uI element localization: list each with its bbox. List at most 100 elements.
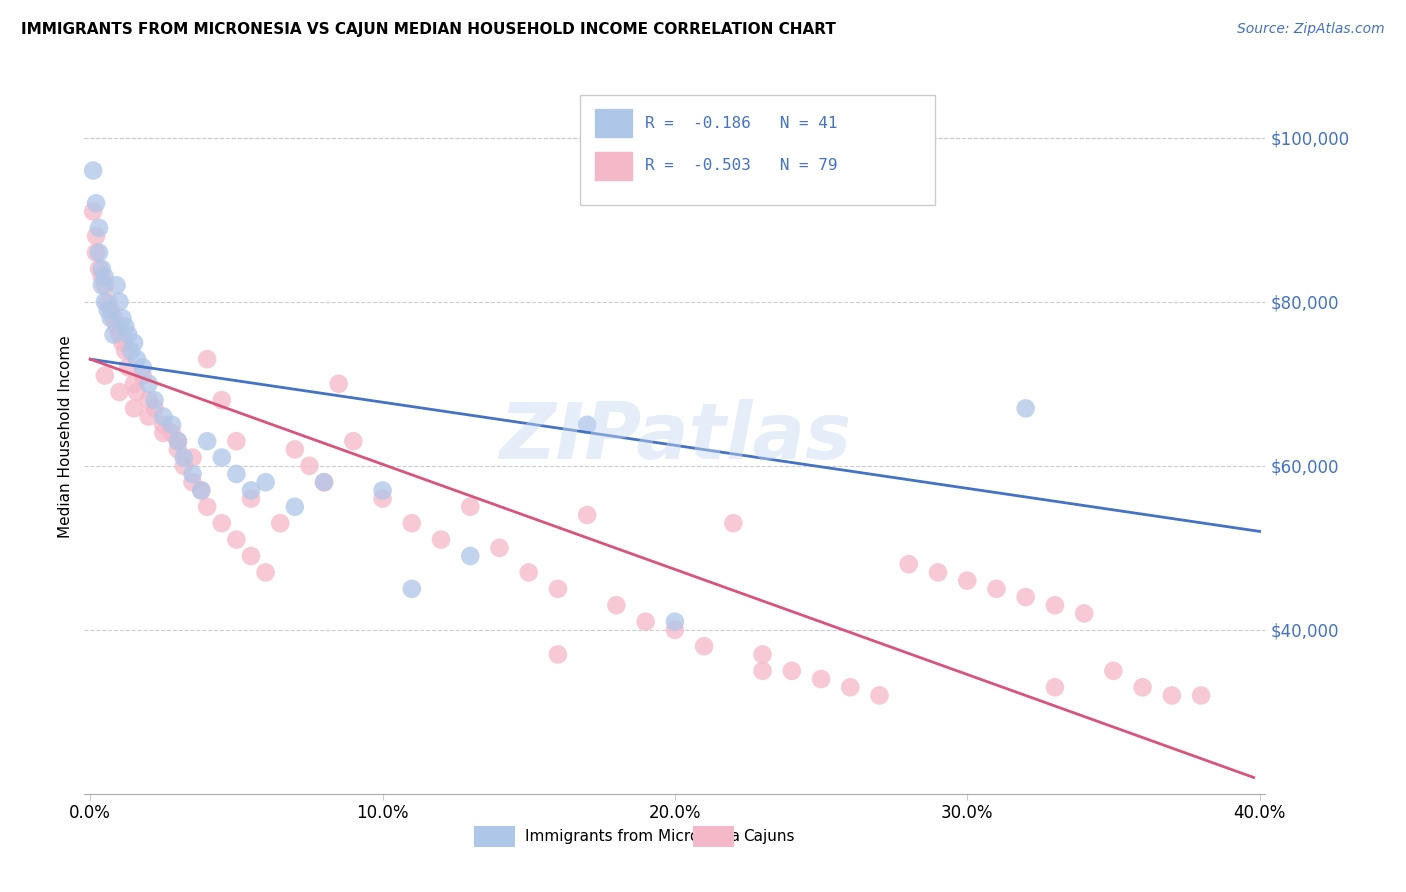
Point — [1102, 664, 1125, 678]
Point — [100, 311, 122, 326]
Text: R =  -0.186   N = 41: R = -0.186 N = 41 — [645, 116, 838, 130]
Point — [105, 278, 128, 293]
Point — [254, 475, 277, 490]
Text: Immigrants from Micronesia: Immigrants from Micronesia — [524, 830, 740, 844]
Text: IMMIGRANTS FROM MICRONESIA VS CAJUN MEDIAN HOUSEHOLD INCOME CORRELATION CHART: IMMIGRANTS FROM MICRONESIA VS CAJUN MEDI… — [21, 22, 837, 37]
Text: ZIPatlas: ZIPatlas — [499, 399, 851, 475]
Point — [1015, 590, 1038, 604]
Point — [87, 245, 110, 260]
Point — [117, 360, 139, 375]
Point — [100, 302, 122, 317]
Point — [225, 434, 247, 449]
Point — [82, 163, 104, 178]
Point — [143, 401, 166, 416]
Point — [269, 516, 291, 531]
Point — [195, 500, 218, 514]
Point — [103, 311, 125, 326]
Point — [869, 689, 891, 703]
Point — [167, 442, 190, 457]
Point — [143, 393, 166, 408]
Point — [254, 566, 277, 580]
Text: Source: ZipAtlas.com: Source: ZipAtlas.com — [1237, 22, 1385, 37]
Point — [225, 533, 247, 547]
Point — [723, 516, 745, 531]
Bar — [595, 152, 633, 180]
Point — [108, 294, 131, 309]
Point — [90, 278, 112, 293]
Point — [240, 549, 263, 563]
Bar — [595, 109, 633, 137]
Text: Cajuns: Cajuns — [744, 830, 794, 844]
Point — [122, 376, 145, 391]
Point — [211, 450, 233, 465]
Point — [114, 343, 136, 358]
Point — [90, 261, 112, 276]
Point — [839, 680, 862, 694]
Point — [986, 582, 1008, 596]
Point — [897, 558, 920, 572]
Point — [87, 261, 110, 276]
Point — [195, 434, 218, 449]
Point — [488, 541, 510, 555]
Point — [751, 648, 773, 662]
Point — [328, 376, 350, 391]
Point — [84, 245, 107, 260]
Point — [152, 409, 174, 424]
Point — [195, 352, 218, 367]
Point — [664, 623, 686, 637]
Point — [956, 574, 979, 588]
Point — [114, 319, 136, 334]
Point — [84, 196, 107, 211]
Point — [108, 327, 131, 342]
Point — [1132, 680, 1154, 694]
Point — [122, 335, 145, 350]
Point — [120, 343, 142, 358]
Point — [401, 582, 423, 596]
Point — [664, 615, 686, 629]
Point — [84, 229, 107, 244]
Point — [1043, 680, 1066, 694]
Point — [517, 566, 540, 580]
Point — [94, 368, 117, 383]
Point — [284, 500, 307, 514]
Point — [97, 294, 120, 309]
Point — [1189, 689, 1212, 703]
Point — [190, 483, 212, 498]
Point — [458, 500, 481, 514]
Y-axis label: Median Household Income: Median Household Income — [58, 335, 73, 539]
Point — [82, 204, 104, 219]
Point — [117, 327, 139, 342]
Point — [225, 467, 247, 481]
Point — [105, 319, 128, 334]
Bar — [693, 826, 734, 847]
Point — [138, 409, 160, 424]
Point — [87, 221, 110, 235]
Point — [94, 294, 117, 309]
Point — [312, 475, 335, 490]
Point — [547, 648, 569, 662]
Point — [1015, 401, 1038, 416]
Point — [751, 664, 773, 678]
Point — [103, 327, 125, 342]
Point — [108, 384, 131, 399]
Bar — [474, 826, 516, 847]
Point — [167, 434, 190, 449]
Point — [167, 434, 190, 449]
Point — [122, 401, 145, 416]
Point — [94, 278, 117, 293]
Point — [152, 417, 174, 432]
Point — [634, 615, 657, 629]
Point — [190, 483, 212, 498]
Point — [125, 352, 148, 367]
Point — [211, 516, 233, 531]
Point — [173, 458, 195, 473]
Point — [576, 508, 599, 522]
Point — [211, 393, 233, 408]
Point — [312, 475, 335, 490]
Point — [160, 425, 183, 440]
Point — [94, 270, 117, 285]
Point — [97, 302, 120, 317]
Point — [181, 475, 204, 490]
Point — [240, 483, 263, 498]
Point — [1160, 689, 1182, 703]
